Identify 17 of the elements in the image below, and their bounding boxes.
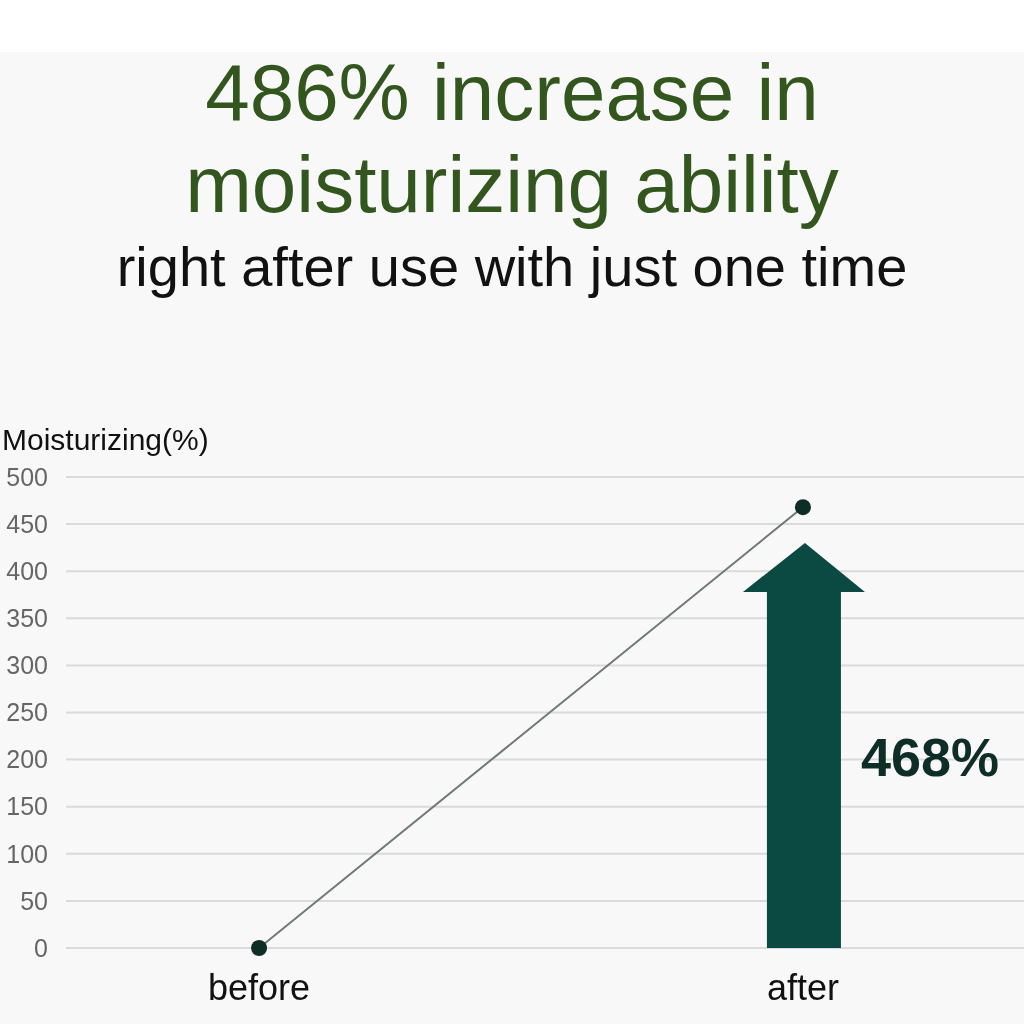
y-tick-label: 150 — [6, 792, 48, 821]
x-tick-label: after — [766, 967, 839, 1008]
x-tick-label: before — [208, 967, 311, 1008]
y-tick-label: 100 — [6, 839, 48, 868]
y-axis-title: Moisturizing(%) — [2, 423, 209, 456]
chart-title: 486% increase in moisturizing ability — [185, 48, 839, 229]
y-tick-label: 400 — [6, 556, 48, 585]
y-tick-label: 0 — [34, 933, 48, 962]
y-tick-label: 250 — [6, 698, 48, 727]
y-tick-label: 500 — [6, 462, 48, 491]
y-tick-label: 450 — [6, 509, 48, 538]
chart-subtitle: right after use with just one time — [116, 235, 908, 298]
y-tick-label: 50 — [20, 886, 48, 915]
y-tick-label: 350 — [6, 604, 48, 633]
annotation: 468% — [860, 727, 1000, 787]
y-tick-label: 300 — [6, 651, 48, 680]
y-tick-label: 200 — [6, 745, 48, 774]
